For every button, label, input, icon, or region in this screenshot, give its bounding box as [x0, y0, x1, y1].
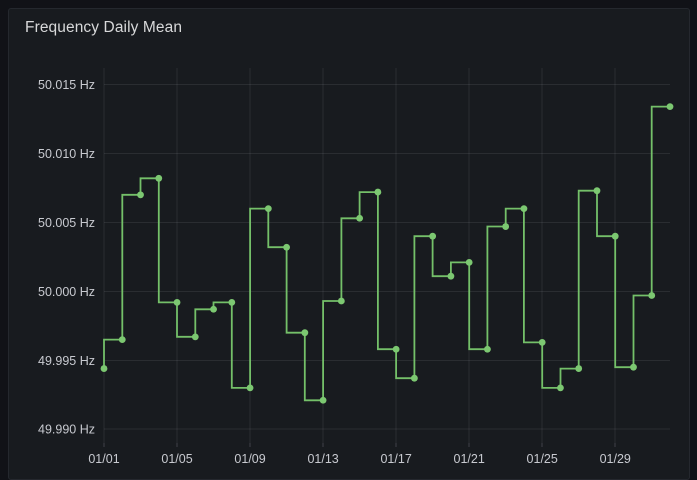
data-point[interactable] [593, 187, 601, 195]
y-axis-label: 50.015 Hz [38, 78, 95, 92]
data-point[interactable] [648, 292, 656, 299]
x-axis-label: 01/09 [234, 452, 265, 466]
y-axis-label: 50.010 Hz [38, 147, 95, 161]
data-point[interactable] [374, 188, 382, 196]
data-point[interactable] [228, 298, 236, 306]
data-point[interactable] [246, 384, 254, 392]
data-point[interactable] [337, 297, 345, 305]
data-point[interactable] [575, 365, 583, 372]
x-axis-label: 01/17 [380, 452, 411, 466]
x-axis-label: 01/29 [600, 452, 631, 466]
data-point[interactable] [484, 345, 491, 353]
x-axis-label: 01/05 [161, 452, 192, 466]
data-point[interactable] [356, 214, 364, 222]
data-point[interactable] [210, 305, 217, 313]
data-point[interactable] [100, 365, 108, 372]
data-point[interactable] [137, 191, 144, 199]
data-point[interactable] [319, 396, 327, 404]
data-point[interactable] [666, 103, 674, 111]
data-point[interactable] [520, 205, 528, 213]
data-point[interactable] [173, 298, 181, 306]
data-point[interactable] [410, 374, 418, 382]
x-axis-label: 01/13 [307, 452, 338, 466]
y-axis-label: 49.990 Hz [38, 423, 95, 437]
panel-header[interactable]: Frequency Daily Mean [9, 9, 689, 43]
x-axis-label: 01/25 [527, 452, 558, 466]
data-point[interactable] [447, 272, 455, 280]
data-point[interactable] [118, 336, 126, 343]
panel-title: Frequency Daily Mean [25, 19, 183, 36]
data-point[interactable] [155, 174, 163, 182]
data-point[interactable] [283, 243, 290, 251]
y-axis-label: 49.995 Hz [38, 354, 95, 368]
data-point[interactable] [630, 363, 637, 371]
x-axis-label: 01/21 [454, 452, 485, 466]
series-step-line [103, 105, 670, 402]
data-point[interactable] [502, 223, 510, 230]
data-point[interactable] [392, 345, 400, 353]
data-point[interactable] [465, 258, 473, 266]
x-axis-label: 01/01 [88, 452, 119, 466]
data-point[interactable] [557, 384, 564, 392]
data-point[interactable] [191, 333, 199, 341]
data-point[interactable] [429, 232, 437, 240]
y-axis-label: 50.005 Hz [38, 216, 95, 230]
y-axis-label: 50.000 Hz [38, 285, 95, 299]
data-point[interactable] [611, 232, 619, 240]
data-point[interactable] [264, 205, 272, 213]
data-point[interactable] [538, 338, 546, 346]
data-point[interactable] [301, 329, 309, 337]
